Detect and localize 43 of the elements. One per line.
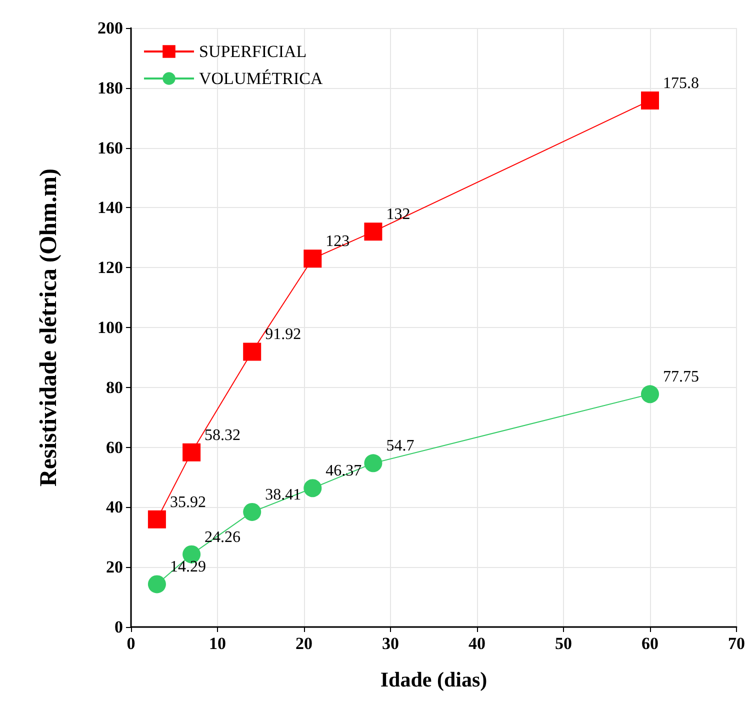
data-label: 54.7 xyxy=(386,438,414,455)
x-tick-label: 50 xyxy=(555,634,572,653)
point xyxy=(148,575,166,594)
y-axis-title: Resistividade elétrica (Ohm.m) xyxy=(36,168,62,486)
data-label: 58.32 xyxy=(204,426,241,444)
point xyxy=(641,385,659,404)
x-tick-label: 0 xyxy=(126,634,136,653)
y-tick-label: 80 xyxy=(106,378,123,397)
point xyxy=(243,342,262,361)
x-tick-label: 40 xyxy=(468,634,486,653)
y-tick-label: 20 xyxy=(106,558,123,577)
y-tick-label: 0 xyxy=(114,618,123,636)
y-tick-label: 60 xyxy=(106,438,123,457)
y-tick-label: 200 xyxy=(98,18,123,38)
legend-label: SUPERFICIAL xyxy=(199,42,307,61)
x-tick-label: 30 xyxy=(382,634,399,653)
point xyxy=(364,454,382,472)
x-tick-label: 10 xyxy=(209,634,226,653)
data-label: 35.92 xyxy=(170,494,206,511)
data-label: 123 xyxy=(326,233,350,250)
point xyxy=(304,250,322,268)
x-tick-label: 60 xyxy=(642,634,658,653)
point xyxy=(148,510,166,528)
point xyxy=(243,502,262,521)
y-tick-label: 180 xyxy=(98,78,123,98)
x-tick-label: 70 xyxy=(728,634,745,653)
x-tick-label: 20 xyxy=(296,634,312,653)
point xyxy=(182,443,201,462)
data-label: 77.75 xyxy=(663,368,699,386)
y-tick-label: 40 xyxy=(106,498,123,517)
y-tick-label: 100 xyxy=(98,318,123,337)
point xyxy=(641,91,659,110)
y-tick-label: 140 xyxy=(98,198,123,218)
y-tick-label: 160 xyxy=(98,138,123,158)
point xyxy=(304,479,322,498)
data-label: 91.92 xyxy=(265,326,302,344)
data-label: 38.41 xyxy=(265,486,302,504)
data-label: 175.8 xyxy=(663,74,699,92)
point xyxy=(364,222,382,241)
data-label: 132 xyxy=(386,206,410,224)
y-tick-label: 120 xyxy=(98,258,123,278)
legend-label: VOLUMÉTRICA xyxy=(199,69,324,88)
x-axis-title: Idade (dias) xyxy=(380,668,488,692)
